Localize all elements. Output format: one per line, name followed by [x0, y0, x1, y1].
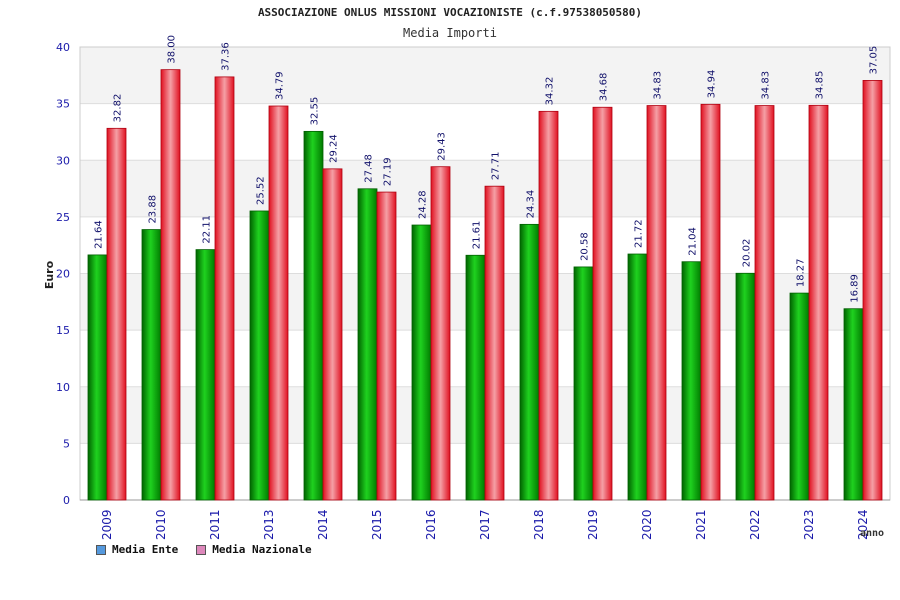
bar-media-ente-2019: [573, 266, 594, 501]
chart-subtitle: Media Importi: [403, 26, 497, 40]
legend-label-media-nazionale: Media Nazionale: [212, 543, 312, 556]
data-label: 18.27: [796, 258, 807, 287]
x-tick-label: 2013: [262, 509, 276, 540]
bar-media-ente-2018: [519, 223, 540, 501]
data-label: 32.55: [310, 97, 321, 126]
data-label: 34.32: [545, 77, 556, 106]
legend-swatch-media-nazionale: [196, 544, 207, 555]
bar-media-nazionale-2024: [862, 80, 883, 501]
bar-media-nazionale-2019: [592, 106, 613, 501]
x-tick-label: 2022: [748, 509, 762, 540]
bar-media-nazionale-2018: [538, 110, 559, 501]
data-label: 37.36: [221, 42, 232, 71]
bar-media-nazionale-2020: [646, 105, 667, 501]
legend-swatch-media-ente: [96, 544, 106, 555]
data-label: 20.02: [742, 239, 753, 268]
y-tick-label: 20: [56, 268, 70, 281]
y-tick-label: 10: [56, 381, 70, 394]
bar-media-ente-2023: [789, 292, 810, 501]
data-label: 23.88: [148, 195, 159, 224]
x-tick-label: 2011: [208, 509, 222, 540]
x-tick-label: 2021: [694, 509, 708, 540]
data-label: 34.83: [653, 71, 664, 100]
data-label: 37.05: [869, 46, 880, 75]
bar-media-ente-2011: [195, 249, 216, 501]
x-tick-label: 2018: [532, 509, 546, 540]
data-label: 34.79: [275, 71, 286, 100]
y-tick-label: 40: [56, 41, 70, 54]
data-label: 21.04: [688, 227, 699, 256]
data-label: 29.24: [329, 134, 340, 163]
bar-media-nazionale-2016: [430, 166, 451, 501]
data-label: 29.43: [437, 132, 448, 161]
data-label: 22.11: [202, 215, 213, 244]
y-tick-label: 15: [56, 324, 70, 337]
x-tick-label: 2024: [856, 509, 870, 540]
data-label: 38.00: [167, 35, 178, 64]
x-tick-label: 2019: [586, 509, 600, 540]
bar-media-nazionale-2022: [754, 105, 775, 501]
bar-media-nazionale-2009: [106, 127, 127, 501]
bar-media-ente-2014: [303, 130, 324, 501]
bar-media-nazionale-2021: [700, 103, 721, 501]
data-label: 34.85: [815, 71, 826, 100]
chart-title: ASSOCIAZIONE ONLUS MISSIONI VOCAZIONISTE…: [257, 6, 643, 19]
data-label: 16.89: [850, 274, 861, 303]
x-axis-title: anno: [860, 528, 885, 539]
data-label: 21.61: [472, 221, 483, 250]
x-tick-label: 2017: [478, 509, 492, 540]
legend-item-media-nazionale: Media Nazionale: [196, 543, 312, 556]
bar-media-nazionale-2015: [376, 191, 397, 501]
bar-media-ente-2022: [735, 272, 756, 501]
bar-media-nazionale-2023: [808, 104, 829, 501]
x-tick-label: 2023: [802, 509, 816, 540]
x-tick-label: 2016: [424, 509, 438, 540]
bar-media-ente-2024: [843, 308, 864, 501]
x-tick-label: 2015: [370, 509, 384, 540]
data-label: 21.72: [634, 219, 645, 248]
x-tick-label: 2014: [316, 509, 330, 540]
bar-media-nazionale-2017: [484, 185, 505, 501]
bar-media-ente-2015: [357, 188, 378, 501]
bar-media-nazionale-2010: [160, 69, 181, 501]
legend-label-media-ente: Media Ente: [112, 543, 179, 556]
legend: Media Ente Media Nazionale: [96, 543, 312, 556]
bar-media-ente-2017: [465, 254, 486, 501]
bar-media-ente-2016: [411, 224, 432, 501]
data-label: 27.19: [383, 157, 394, 186]
data-label: 24.28: [418, 190, 429, 219]
bar-media-nazionale-2014: [322, 168, 343, 501]
x-tick-label: 2020: [640, 509, 654, 540]
bar-media-nazionale-2011: [214, 76, 235, 501]
data-label: 21.64: [94, 220, 105, 249]
y-tick-label: 30: [56, 154, 70, 167]
data-label: 34.68: [599, 73, 610, 102]
bar-media-ente-2010: [141, 229, 162, 501]
y-tick-label: 25: [56, 211, 70, 224]
data-label: 27.71: [491, 152, 502, 181]
data-label: 27.48: [364, 154, 375, 183]
bar-media-ente-2021: [681, 261, 702, 501]
data-label: 24.34: [526, 190, 537, 219]
data-label: 20.58: [580, 232, 591, 261]
bar-media-nazionale-2013: [268, 105, 289, 501]
y-tick-label: 35: [56, 98, 70, 111]
bar-media-ente-2013: [249, 210, 270, 501]
y-tick-label: 0: [63, 494, 70, 507]
y-tick-label: 5: [63, 437, 70, 450]
bar-media-ente-2009: [87, 254, 108, 501]
data-label: 34.94: [707, 70, 718, 99]
legend-item-media-ente: Media Ente: [96, 543, 178, 556]
bar-media-ente-2020: [627, 253, 648, 501]
data-label: 25.52: [256, 176, 267, 205]
x-tick-label: 2009: [100, 509, 114, 540]
data-label: 32.82: [113, 94, 124, 123]
data-label: 34.83: [761, 71, 772, 100]
x-tick-label: 2010: [154, 509, 168, 540]
y-axis-title: Euro: [43, 260, 56, 289]
